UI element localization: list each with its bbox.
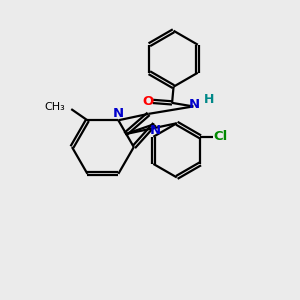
Text: CH₃: CH₃ [44, 102, 65, 112]
Text: Cl: Cl [213, 130, 227, 143]
Text: N: N [150, 124, 161, 137]
Text: H: H [203, 93, 214, 106]
Text: N: N [113, 107, 124, 120]
Text: N: N [189, 98, 200, 111]
Text: O: O [142, 95, 153, 108]
